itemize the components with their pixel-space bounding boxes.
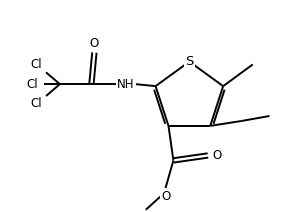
Text: Cl: Cl xyxy=(30,97,42,110)
Text: O: O xyxy=(212,149,222,162)
Text: O: O xyxy=(90,37,99,50)
Text: NH: NH xyxy=(117,78,135,91)
Text: Cl: Cl xyxy=(26,78,38,91)
Text: Cl: Cl xyxy=(30,58,42,71)
Text: O: O xyxy=(161,190,170,204)
Text: S: S xyxy=(185,55,194,68)
